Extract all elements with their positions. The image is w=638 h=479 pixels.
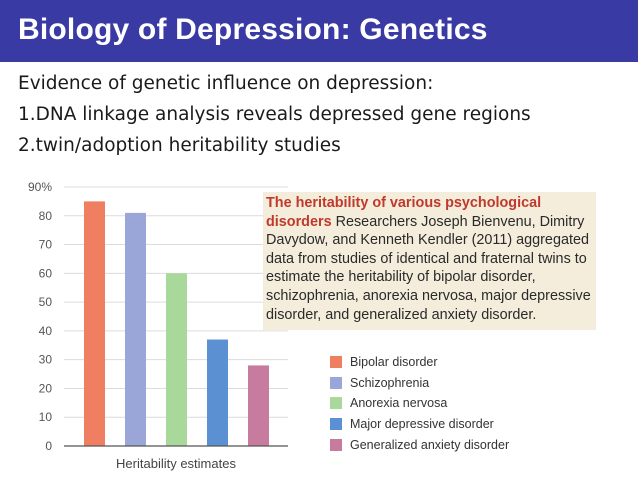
legend-item: Generalized anxiety disorder bbox=[330, 434, 509, 455]
legend-swatch bbox=[330, 418, 342, 431]
y-tick-label: 30 bbox=[39, 353, 53, 367]
body-line-linkage: 1.DNA linkage analysis reveals depressed… bbox=[18, 104, 531, 125]
y-tick-label: 40 bbox=[39, 324, 53, 338]
y-tick-label: 70 bbox=[39, 238, 53, 252]
legend-label: Generalized anxiety disorder bbox=[350, 437, 510, 452]
legend-label: Schizophrenia bbox=[350, 375, 430, 390]
y-tick-label: 90% bbox=[28, 180, 52, 194]
legend-label: Major depressive disorder bbox=[350, 417, 494, 432]
bar-bipolar-disorder bbox=[84, 201, 105, 446]
bar-generalized-anxiety-disorder bbox=[248, 365, 269, 446]
legend-swatch bbox=[330, 438, 342, 451]
bar-major-depressive-disorder bbox=[207, 339, 228, 446]
legend-item: Schizophrenia bbox=[330, 373, 509, 394]
title-bar: Biology of Depression: Genetics bbox=[0, 0, 638, 62]
caption-box bbox=[263, 192, 596, 330]
heritability-chart: 0 10 20 30 40 50 60 70 80 90% Heritability estima… bbox=[28, 180, 288, 471]
y-tick-label: 50 bbox=[39, 295, 53, 309]
caption-text: The heritability of various psychologica… bbox=[266, 194, 592, 324]
caption-heading: The heritability of various psychologica… bbox=[266, 195, 542, 230]
legend-item: Anorexia nervosa bbox=[330, 393, 509, 414]
legend-label: Bipolar disorder bbox=[350, 355, 438, 370]
caption-body: Researchers Joseph Bienvenu, Dimitry Dav… bbox=[266, 213, 591, 323]
slide-title: Biology of Depression: Genetics bbox=[18, 13, 488, 46]
legend-swatch bbox=[330, 356, 342, 369]
y-tick-label: 60 bbox=[39, 266, 53, 280]
y-tick-label: 80 bbox=[39, 209, 53, 223]
chart-legend: Bipolar disorder Schizophrenia Anorexia ne… bbox=[330, 352, 509, 455]
legend-swatch bbox=[330, 376, 342, 389]
legend-swatch bbox=[330, 397, 342, 410]
bar-schizophrenia bbox=[125, 212, 146, 446]
legend-item: Major depressive disorder bbox=[330, 414, 509, 435]
body-line-intro: Evidence of genetic influence on depress… bbox=[18, 73, 434, 94]
x-axis-label: Heritability estimates bbox=[116, 456, 236, 471]
legend-item: Bipolar disorder bbox=[330, 352, 509, 373]
bar-anorexia-nervosa bbox=[166, 273, 187, 446]
legend-label: Anorexia nervosa bbox=[350, 396, 448, 411]
y-tick-label: 10 bbox=[39, 410, 53, 424]
y-tick-label: 0 bbox=[45, 439, 52, 453]
y-tick-label: 20 bbox=[39, 381, 53, 395]
body-line-twin-studies: 2.twin/adoption heritability studies bbox=[18, 135, 341, 156]
